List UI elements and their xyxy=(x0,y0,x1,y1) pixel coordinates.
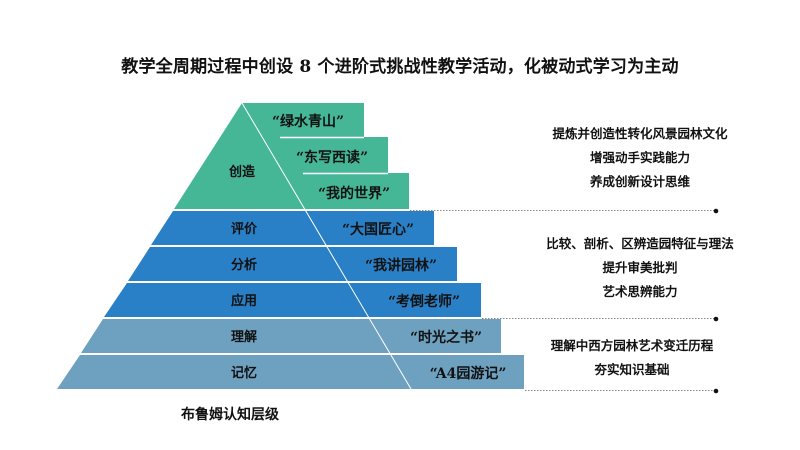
activity-label: “大国匠心” xyxy=(342,221,414,238)
diagonal-divider xyxy=(241,102,412,390)
description-line: 养成创新设计思维 xyxy=(589,174,690,189)
leader-dot xyxy=(713,208,719,214)
level-label-apply: 应用 xyxy=(231,293,257,309)
activity-label: “我的世界” xyxy=(318,185,390,202)
activity-label: “考倒老师” xyxy=(388,293,460,310)
level-remember-band xyxy=(57,355,524,389)
activity-label: “东写西读” xyxy=(296,149,368,166)
leader-dot xyxy=(713,388,719,394)
create-section xyxy=(174,103,409,209)
description-understand: 理解中西方园林艺术变迁历程 夯实知识基础 xyxy=(492,334,772,382)
level-apply-band xyxy=(104,283,481,317)
pyramid-caption: 布鲁姆认知层级 xyxy=(181,407,279,423)
description-line: 艺术思辨能力 xyxy=(602,284,678,299)
description-line: 增强动手实践能力 xyxy=(589,150,690,165)
level-understand-band xyxy=(81,319,501,353)
level-label-analyze: 分析 xyxy=(231,257,257,273)
level-evaluate-band xyxy=(151,211,434,245)
description-line: 夯实知识基础 xyxy=(594,362,670,377)
activity-label: “我讲园林” xyxy=(365,257,437,274)
description-analyze: 比较、剖析、区辨造园特征与理法 提升审美批判 艺术思辨能力 xyxy=(500,232,780,304)
activity-label: “绿水青山” xyxy=(272,113,344,130)
create-triangle xyxy=(174,103,409,209)
level-analyze-band xyxy=(128,247,457,281)
description-line: 理解中西方园林艺术变迁历程 xyxy=(550,338,714,353)
level-label-understand: 理解 xyxy=(231,329,257,345)
understand-section xyxy=(57,319,524,389)
analyze-section xyxy=(104,211,481,317)
level-label-evaluate: 评价 xyxy=(231,222,258,237)
activity-label: “时光之书” xyxy=(410,329,482,346)
description-line: 比较、剖析、区辨造园特征与理法 xyxy=(546,236,734,251)
leader-dot xyxy=(713,316,719,322)
level-label-remember: 记忆 xyxy=(231,365,257,381)
description-create: 提炼并创造性转化风景园林文化 增强动手实践能力 养成创新设计思维 xyxy=(500,122,780,194)
description-line: 提炼并创造性转化风景园林文化 xyxy=(552,126,728,141)
level-label-create: 创造 xyxy=(228,164,256,180)
description-line: 提升审美批判 xyxy=(602,260,678,275)
diagram-title: 教学全周期过程中创设 8 个进阶式挑战性教学活动，化被动式学习为主动 xyxy=(121,57,679,77)
activity-label: “A4园游记” xyxy=(430,365,507,382)
